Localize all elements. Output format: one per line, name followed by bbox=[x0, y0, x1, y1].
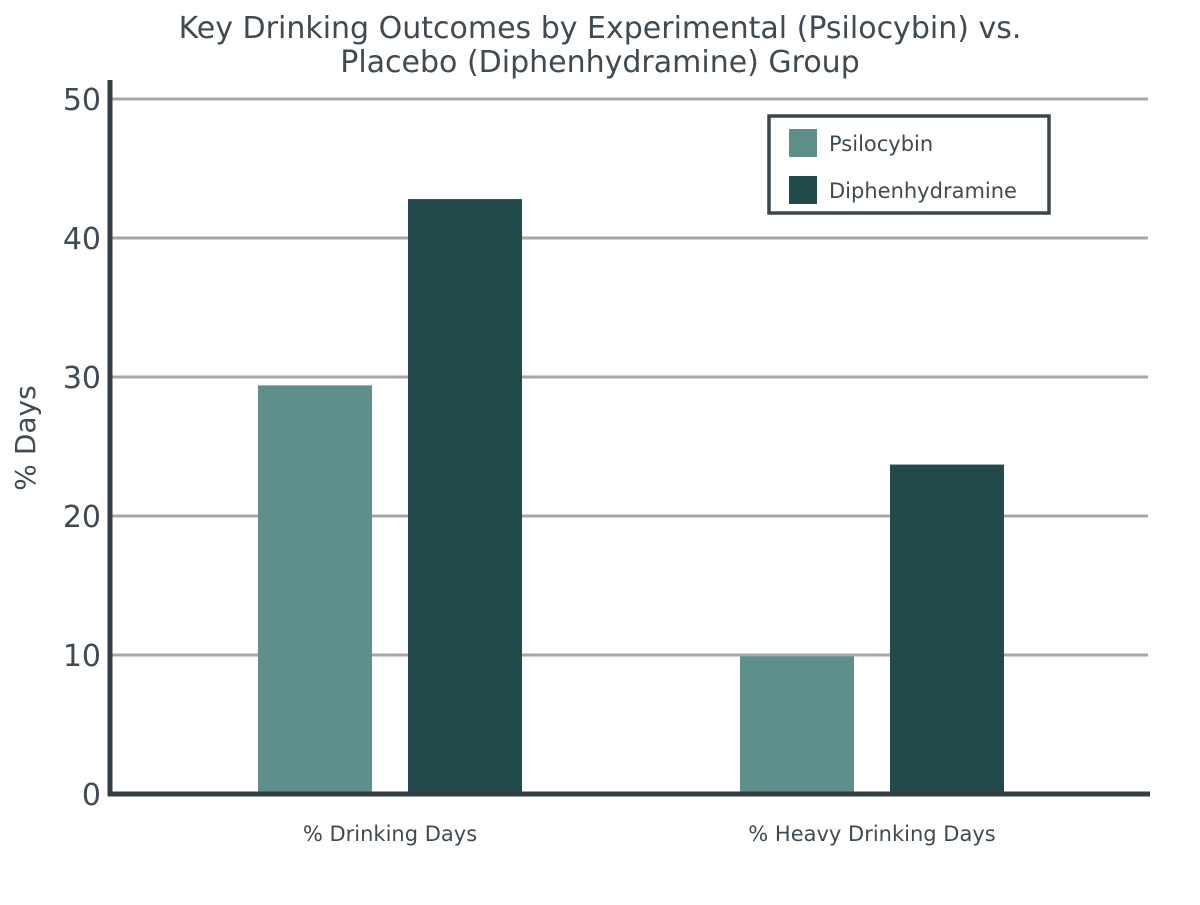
chart-title-line-1: Key Drinking Outcomes by Experimental (P… bbox=[179, 11, 1022, 46]
legend-label-psilocybin: Psilocybin bbox=[829, 132, 933, 156]
bar-diphenhydramine-2 bbox=[890, 464, 1004, 794]
x-category-label-1: % Drinking Days bbox=[303, 822, 477, 846]
y-tick-label-30: 30 bbox=[63, 361, 101, 396]
legend: Psilocybin Diphenhydramine bbox=[767, 114, 1051, 215]
y-tick-label-20: 20 bbox=[63, 500, 101, 535]
bar-diphenhydramine-1 bbox=[408, 199, 522, 794]
chart-title-line-2: Placebo (Diphenhydramine) Group bbox=[340, 45, 860, 80]
legend-label-diphenhydramine: Diphenhydramine bbox=[829, 179, 1017, 203]
y-tick-label-10: 10 bbox=[63, 639, 101, 674]
bar-psilocybin-1 bbox=[258, 385, 372, 794]
x-category-labels: % Drinking Days % Heavy Drinking Days bbox=[303, 822, 996, 846]
legend-swatch-diphenhydramine bbox=[789, 176, 817, 204]
y-tick-labels: 0 10 20 30 40 50 bbox=[63, 83, 101, 813]
y-tick-label-0: 0 bbox=[82, 778, 101, 813]
y-tick-label-50: 50 bbox=[63, 83, 101, 118]
x-category-label-2: % Heavy Drinking Days bbox=[748, 822, 995, 846]
bar-psilocybin-2 bbox=[740, 656, 854, 794]
y-axis-label: % Days bbox=[9, 385, 42, 490]
y-tick-label-40: 40 bbox=[63, 222, 101, 257]
legend-swatch-psilocybin bbox=[789, 129, 817, 157]
bars bbox=[258, 199, 1004, 794]
chart-title: Key Drinking Outcomes by Experimental (P… bbox=[179, 11, 1022, 80]
